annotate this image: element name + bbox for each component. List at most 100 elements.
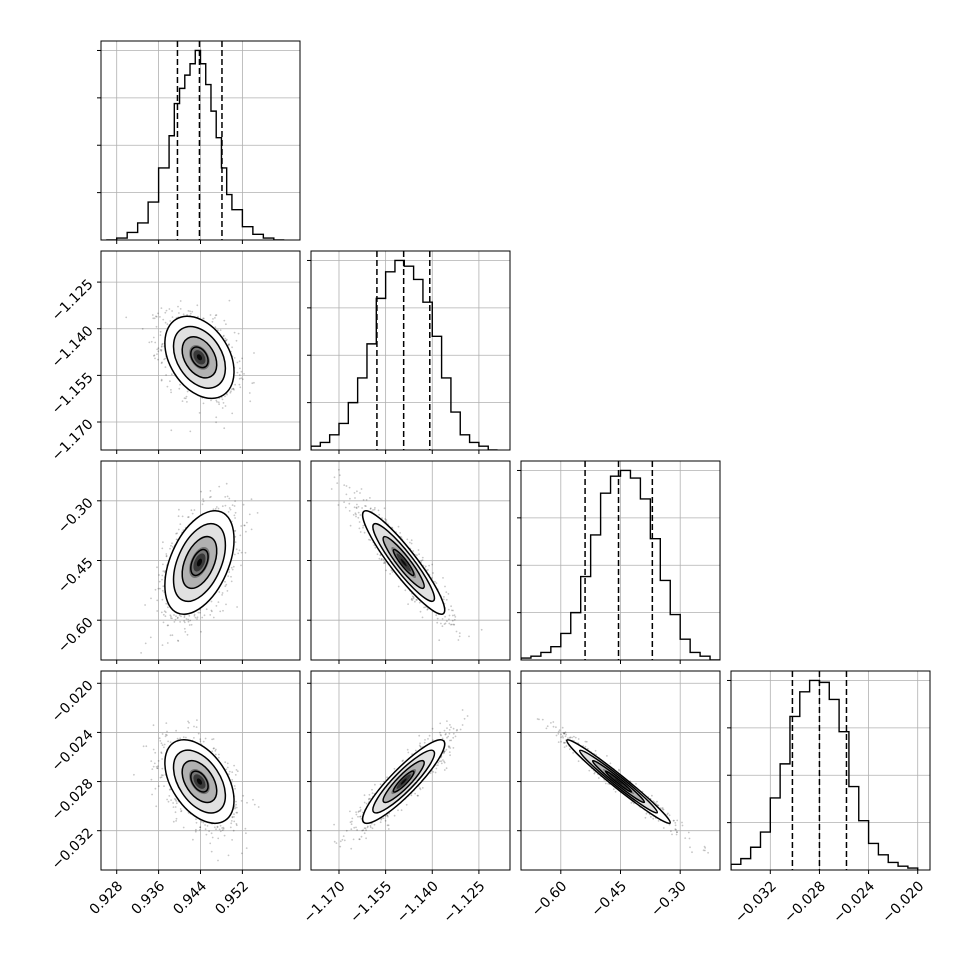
scatter-point (405, 803, 408, 806)
scatter-point (219, 824, 222, 827)
scatter-point (225, 583, 228, 586)
scatter-point (364, 505, 366, 507)
scatter-point (385, 569, 387, 572)
panel-1-1 (307, 250, 511, 454)
scatter-point (410, 542, 413, 545)
scatter-point (157, 312, 159, 315)
scatter-point (238, 549, 241, 552)
scatter-point (183, 614, 186, 617)
scatter-point (210, 495, 212, 498)
scatter-point (393, 767, 396, 770)
scatter-point (235, 769, 238, 771)
scatter-point (202, 498, 204, 501)
scatter-point (177, 640, 180, 642)
scatter-point (226, 393, 228, 396)
scatter-point (214, 317, 216, 319)
scatter-point (152, 748, 155, 751)
contour-line (190, 346, 209, 369)
scatter-point (195, 818, 197, 821)
scatter-point (384, 562, 386, 564)
scatter-point (348, 486, 351, 489)
scatter-point (345, 493, 348, 496)
scatter-point (356, 503, 358, 506)
scatter-point (233, 820, 236, 823)
scatter-point (175, 817, 178, 820)
scatter-point (175, 802, 178, 805)
scatter-point (212, 747, 215, 750)
scatter-point (199, 826, 202, 829)
scatter-point (175, 800, 178, 802)
scatter-point (182, 736, 185, 739)
scatter-point (221, 398, 224, 401)
scatter-point (355, 515, 357, 518)
scatter-point (234, 541, 237, 543)
scatter-point (174, 806, 177, 808)
scatter-point (239, 367, 241, 370)
scatter-point (233, 816, 235, 818)
scatter-point (236, 371, 239, 374)
scatter-point (171, 542, 173, 545)
scatter-point (165, 553, 168, 555)
histogram-step (521, 469, 720, 660)
scatter-point (227, 575, 230, 577)
scatter-point (400, 809, 403, 812)
scatter-point (427, 608, 429, 610)
scatter-point (144, 642, 147, 645)
scatter-point (155, 805, 158, 808)
scatter-point (365, 505, 367, 507)
scatter-point (166, 734, 168, 737)
scatter-point (348, 510, 351, 512)
panel-plot-area (101, 251, 300, 450)
scatter-point (238, 374, 241, 376)
scatter-point (179, 808, 182, 810)
scatter-point (225, 603, 227, 606)
scatter-point (157, 347, 160, 350)
scatter-point (410, 539, 413, 542)
scatter-point (345, 485, 348, 487)
scatter-point (424, 606, 427, 608)
scatter-point (339, 840, 342, 843)
scatter-point (225, 482, 228, 485)
scatter-point (188, 721, 190, 724)
scatter-point (419, 610, 422, 613)
scatter-point (222, 827, 225, 830)
scatter-point (195, 828, 197, 831)
scatter-point (160, 742, 163, 745)
scatter-point (175, 538, 178, 541)
scatter-point (191, 310, 194, 313)
scatter-point (379, 821, 382, 824)
scatter-point (409, 541, 411, 544)
scatter-point (210, 832, 213, 835)
scatter-point (360, 835, 363, 838)
scatter-point (169, 634, 172, 637)
scatter-point (234, 535, 237, 538)
scatter-point (368, 793, 371, 796)
scatter-point (161, 574, 164, 577)
scatter-point (234, 553, 236, 556)
scatter-point (363, 531, 366, 534)
scatter-point (176, 737, 179, 740)
scatter-point (338, 474, 341, 477)
scatter-point (244, 551, 247, 554)
scatter-point (158, 737, 161, 740)
scatter-point (159, 316, 161, 318)
scatter-point (160, 774, 163, 776)
scatter-point (238, 377, 241, 380)
scatter-point (377, 509, 380, 512)
scatter-point (197, 315, 199, 318)
scatter-point (155, 325, 158, 328)
scatter-point (209, 614, 212, 616)
scatter-point (359, 492, 361, 494)
scatter-point (224, 395, 226, 398)
scatter-point (230, 575, 232, 578)
scatter-point (420, 559, 423, 562)
scatter-point (250, 498, 253, 501)
scatter-point (448, 618, 450, 621)
scatter-point (412, 596, 415, 599)
scatter-point (154, 341, 157, 344)
scatter-point (224, 405, 227, 407)
scatter-point (358, 838, 361, 841)
scatter-point (160, 776, 163, 778)
scatter-point (161, 342, 164, 345)
scatter-point (232, 565, 235, 568)
